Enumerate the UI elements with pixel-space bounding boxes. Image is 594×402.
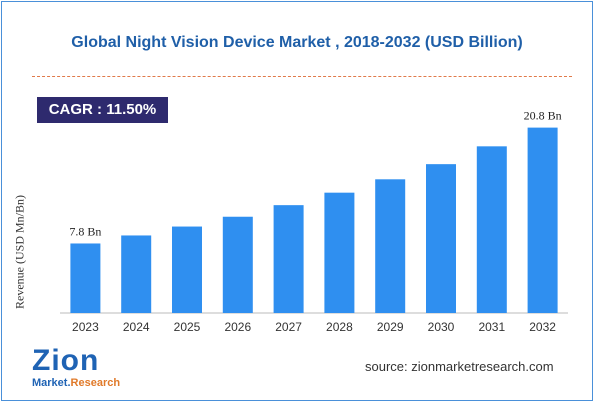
bar-2025: [172, 226, 202, 313]
title-divider: [32, 76, 572, 77]
zion-logo: Zion Market.Research: [32, 346, 132, 396]
bar-2031: [476, 146, 507, 313]
logo-wordmark: Zion: [32, 344, 100, 377]
bar-2026: [222, 216, 253, 313]
bar-2029: [375, 179, 406, 313]
bar-2027: [273, 205, 304, 313]
data-label-2032: 20.8 Bn: [524, 109, 562, 123]
x-tick-label-2024: 2024: [123, 320, 150, 334]
logo-sub-left: Market.: [32, 377, 71, 389]
x-tick-label-2030: 2030: [428, 320, 455, 334]
x-tick-label-2031: 2031: [478, 320, 505, 334]
chart-title: Global Night Vision Device Market , 2018…: [71, 34, 523, 51]
bar-2032: [527, 127, 558, 313]
logo-subtitle: Market.Research: [32, 377, 132, 389]
logo-sub-right: Research: [70, 377, 121, 389]
x-tick-label-2029: 2029: [377, 320, 404, 334]
x-tick-label-2032: 2032: [529, 320, 556, 334]
x-tick-label-2025: 2025: [174, 320, 201, 334]
data-label-2023: 7.8 Bn: [69, 224, 101, 238]
x-tick-label-2026: 2026: [224, 320, 251, 334]
bar-2028: [324, 192, 355, 313]
bar-2023: [70, 243, 101, 313]
source-note: source: zionmarketresearch.com: [365, 359, 554, 374]
x-tick-label-2027: 2027: [275, 320, 302, 334]
x-tick-label-2028: 2028: [326, 320, 353, 334]
bar-chart: 2023 7.8 Bn 2024 2025 2026 2027 2028 2029 2030 20…: [60, 109, 568, 334]
bar-2030: [426, 164, 456, 313]
x-tick-label-2023: 2023: [72, 320, 99, 334]
cagr-badge: CAGR : 11.50%: [37, 97, 168, 123]
bar-2024: [121, 235, 152, 313]
